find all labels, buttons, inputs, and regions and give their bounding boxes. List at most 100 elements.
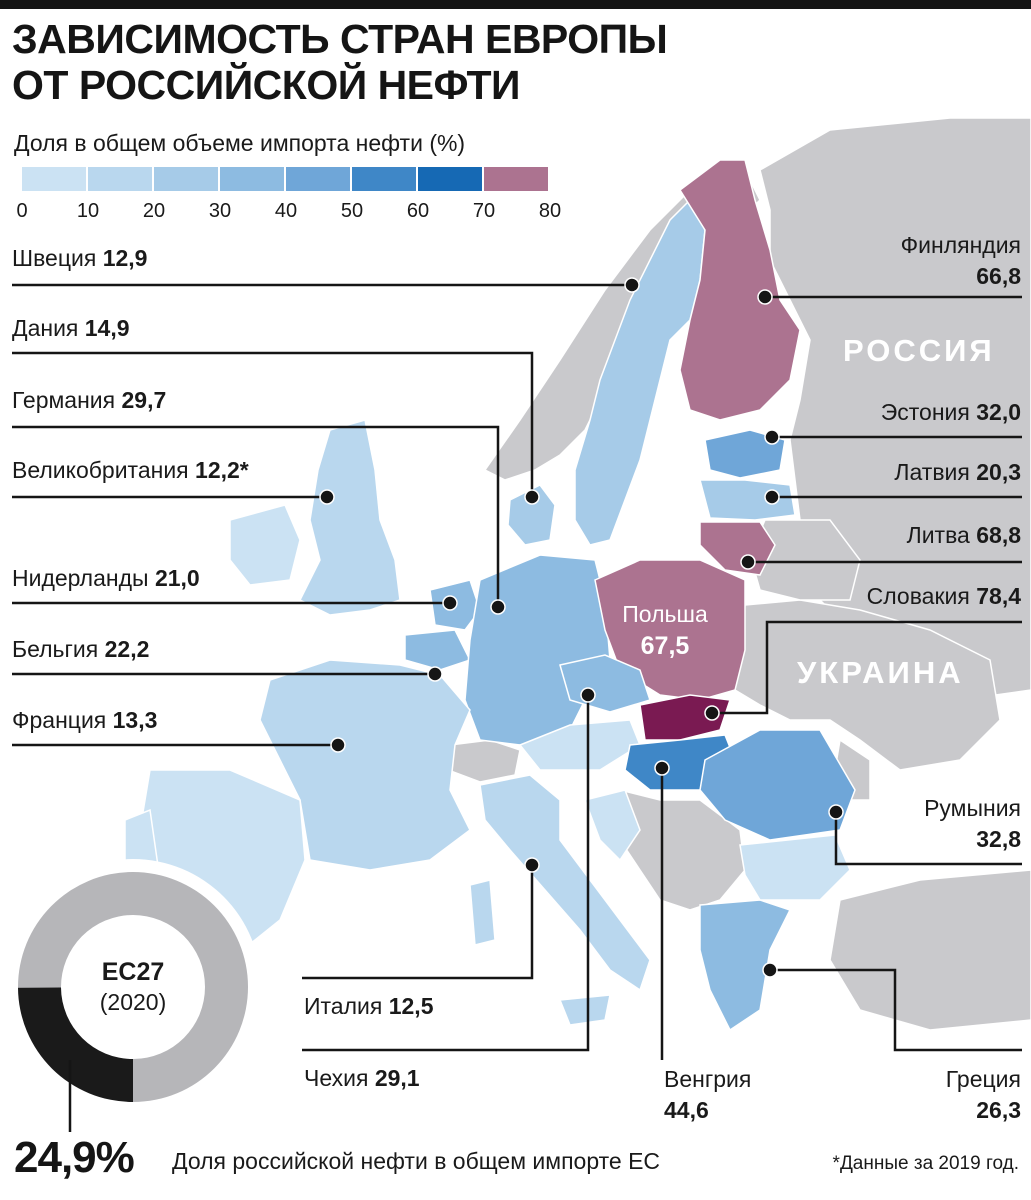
label-poland: Польша 67,5 — [620, 598, 710, 662]
country-value: 12,9 — [102, 245, 148, 271]
country-name: Румыния — [924, 795, 1021, 821]
donut-segment-other — [17, 871, 249, 1102]
donut-segment-russia — [18, 987, 133, 1102]
label-latvia: Латвия 20,3 — [894, 458, 1021, 486]
country-value: 21,0 — [154, 565, 200, 591]
ukraine-shape — [734, 599, 1001, 771]
label-sweden: Швеция 12,9 — [12, 244, 147, 272]
legend-tick: 0 — [16, 200, 28, 222]
legend: Доля в общем объеме импорта нефти (%) 0 … — [14, 130, 574, 222]
label-greece: Греция 26,3 — [946, 1064, 1021, 1126]
leader-denmark — [12, 351, 534, 497]
top-rule — [0, 0, 1031, 9]
label-czechia: Чехия 29,1 — [304, 1064, 420, 1092]
label-lithuania: Литва 68,8 — [907, 521, 1021, 549]
dot-hungary — [654, 760, 670, 776]
dot-netherlands — [442, 595, 458, 611]
country-name: Чехия — [304, 1065, 369, 1091]
country-name: Нидерланды — [12, 565, 149, 591]
dot-uk — [319, 489, 335, 505]
country-name: Польша — [622, 601, 708, 627]
label-germany: Германия 29,7 — [12, 386, 166, 414]
dot-czechia — [580, 687, 596, 703]
balkans-shape — [619, 789, 746, 911]
switzerland-shape — [447, 739, 521, 783]
title-line-1: ЗАВИСИМОСТЬ СТРАН ЕВРОПЫ — [12, 16, 668, 62]
country-value: 20,3 — [976, 459, 1021, 485]
region-russia: РОССИЯ — [843, 333, 995, 368]
country-value: 12,5 — [388, 993, 434, 1019]
footnote: *Данные за 2019 год. — [832, 1153, 1019, 1174]
legend-tick: 10 — [76, 200, 100, 222]
leader-italy — [302, 865, 534, 980]
italy-shape — [479, 774, 651, 992]
label-hungary: Венгрия 44,6 — [664, 1064, 751, 1126]
country-value: 13,3 — [112, 707, 158, 733]
title-line-2: ОТ РОССИЙСКОЙ НЕФТИ — [12, 62, 520, 108]
legend-swatch-2 — [154, 167, 218, 191]
estonia-shape — [704, 429, 786, 479]
label-romania: Румыния 32,8 — [924, 793, 1021, 855]
legend-swatch-6 — [418, 167, 482, 191]
country-name: Великобритания — [12, 457, 189, 483]
croatia-shape — [584, 789, 641, 862]
country-name: Финляндия — [900, 232, 1021, 258]
page-title: ЗАВИСИМОСТЬ СТРАН ЕВРОПЫ ОТ РОССИЙСКОЙ Н… — [12, 16, 668, 108]
france-shape — [259, 659, 471, 871]
label-belgium: Бельгия 22,2 — [12, 635, 149, 663]
dot-italy — [524, 857, 540, 873]
country-value: 68,8 — [976, 522, 1021, 548]
finland-shape — [678, 159, 801, 421]
legend-tick: 60 — [406, 200, 430, 222]
country-name: Греция — [945, 1066, 1021, 1092]
uk-shape — [298, 419, 401, 616]
turkey-shape — [829, 869, 1031, 1031]
legend-tick: 40 — [274, 200, 298, 222]
label-france: Франция 13,3 — [12, 706, 157, 734]
label-netherlands: Нидерланды 21,0 — [12, 564, 200, 592]
leader-greece — [770, 968, 1022, 1052]
land-other — [447, 118, 1031, 1031]
leader-romania — [834, 812, 1022, 866]
donut-label: ЕС27 — [101, 958, 165, 986]
leader-germany — [12, 425, 500, 607]
legend-tick: 30 — [208, 200, 232, 222]
legend-tick: 70 — [472, 200, 496, 222]
eu-share-value: 24,9% — [14, 1133, 135, 1182]
label-denmark: Дания 14,9 — [12, 314, 130, 342]
dot-slovakia — [704, 705, 720, 721]
dot-lithuania — [740, 554, 756, 570]
romania-shape — [699, 729, 856, 841]
country-value: 44,6 — [664, 1097, 709, 1123]
dot-france — [330, 737, 346, 753]
country-name: Латвия — [894, 459, 970, 485]
sardinia-shape — [469, 879, 496, 946]
country-name: Германия — [12, 387, 116, 413]
country-value: 32,8 — [976, 826, 1021, 852]
dot-latvia — [764, 489, 780, 505]
country-value: 32,0 — [976, 399, 1021, 425]
leader-lines — [12, 283, 1022, 1060]
legend-ticks: 0 10 20 30 40 50 60 70 80 — [14, 200, 574, 224]
country-name: Швеция — [12, 245, 97, 271]
eu-share-caption: Доля российской нефти в общем импорте ЕС — [172, 1148, 661, 1174]
legend-tick: 50 — [340, 200, 364, 222]
label-uk: Великобритания 12,2* — [12, 456, 249, 484]
label-estonia: Эстония 32,0 — [881, 398, 1021, 426]
poland-shape — [594, 559, 746, 701]
label-finland: Финляндия 66,8 — [901, 230, 1021, 292]
legend-swatch-3 — [220, 167, 284, 191]
country-value: 12,2* — [195, 457, 249, 483]
country-value: 78,4 — [976, 583, 1021, 609]
dot-romania — [828, 804, 844, 820]
sicily-shape — [558, 994, 611, 1026]
label-slovakia: Словакия 78,4 — [867, 582, 1021, 610]
legend-swatch-5 — [352, 167, 416, 191]
legend-swatch-7 — [484, 167, 548, 191]
ireland-shape — [229, 504, 301, 586]
country-name: Литва — [906, 522, 970, 548]
denmark-shape — [507, 484, 556, 546]
dot-greece — [762, 962, 778, 978]
legend-color-scale — [22, 167, 550, 191]
